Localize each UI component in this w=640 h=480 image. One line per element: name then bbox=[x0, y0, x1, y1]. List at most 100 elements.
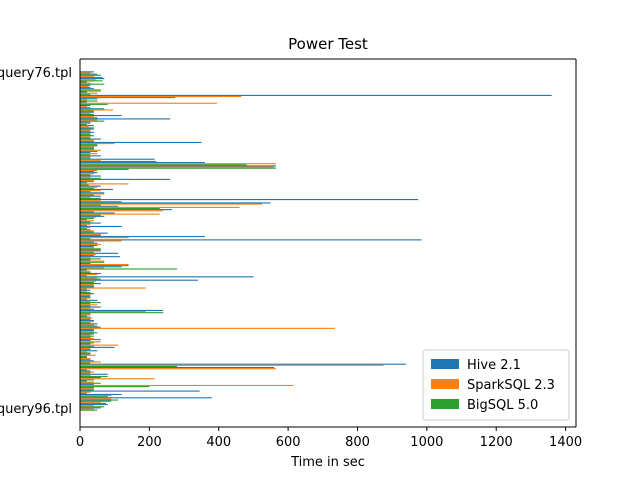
bar bbox=[80, 144, 98, 146]
bar bbox=[80, 195, 101, 197]
bar bbox=[80, 334, 91, 336]
bar bbox=[80, 90, 101, 92]
bar bbox=[80, 106, 87, 108]
bar bbox=[80, 108, 105, 110]
bar bbox=[80, 335, 94, 337]
bar bbox=[80, 380, 87, 382]
bar bbox=[80, 168, 129, 170]
bar bbox=[80, 289, 91, 291]
bar bbox=[80, 360, 94, 362]
bar bbox=[80, 302, 101, 304]
bar bbox=[80, 371, 94, 373]
bar bbox=[80, 350, 98, 352]
bar bbox=[80, 123, 87, 126]
bar bbox=[80, 356, 87, 359]
bar bbox=[80, 175, 101, 177]
bar bbox=[80, 258, 101, 260]
bar bbox=[80, 192, 105, 194]
bar bbox=[80, 244, 98, 247]
bar bbox=[80, 391, 91, 393]
bar bbox=[80, 148, 94, 150]
bar bbox=[80, 322, 91, 324]
bar bbox=[80, 297, 91, 299]
bar bbox=[80, 130, 91, 132]
bar bbox=[80, 265, 129, 267]
bar bbox=[80, 327, 335, 329]
bar bbox=[80, 330, 94, 332]
bar bbox=[80, 275, 87, 277]
x-tick-label: 200 bbox=[137, 435, 162, 450]
bar bbox=[80, 149, 101, 151]
bar bbox=[80, 132, 91, 135]
bar bbox=[80, 215, 105, 217]
bar bbox=[80, 252, 119, 254]
bar bbox=[80, 111, 94, 113]
bar bbox=[80, 100, 98, 102]
bar bbox=[80, 169, 98, 171]
bar bbox=[80, 160, 157, 163]
bar bbox=[80, 154, 91, 156]
bar bbox=[80, 293, 94, 295]
bar bbox=[80, 341, 101, 343]
bar bbox=[80, 359, 91, 361]
bar bbox=[80, 354, 96, 356]
bar bbox=[80, 375, 108, 378]
bar bbox=[80, 288, 87, 290]
bar bbox=[80, 402, 107, 404]
legend-label: SparkSQL 2.3 bbox=[467, 378, 555, 393]
bar bbox=[80, 220, 94, 222]
bar bbox=[80, 365, 178, 367]
bar bbox=[80, 150, 98, 152]
bar bbox=[80, 373, 108, 375]
bar bbox=[80, 112, 91, 114]
x-axis-label: Time in sec bbox=[290, 455, 365, 470]
bar bbox=[80, 162, 205, 164]
bar bbox=[80, 210, 164, 212]
legend-box bbox=[422, 349, 570, 421]
bar bbox=[80, 312, 164, 314]
bar bbox=[80, 139, 94, 141]
bar bbox=[80, 135, 94, 137]
bar bbox=[80, 314, 91, 316]
bar bbox=[80, 227, 91, 229]
bar bbox=[80, 267, 105, 269]
bar bbox=[80, 262, 91, 264]
bar bbox=[80, 251, 94, 253]
bar bbox=[80, 73, 98, 75]
bar bbox=[80, 405, 94, 407]
bar bbox=[80, 285, 94, 287]
bar bbox=[80, 278, 101, 280]
bar bbox=[80, 272, 101, 275]
bar bbox=[80, 339, 101, 341]
bar bbox=[80, 287, 146, 289]
bar bbox=[80, 214, 101, 216]
bar bbox=[80, 324, 94, 326]
bar bbox=[80, 269, 87, 271]
bar bbox=[80, 315, 87, 317]
bar bbox=[80, 364, 384, 366]
bar bbox=[80, 191, 91, 193]
bar bbox=[80, 159, 101, 161]
y-tick-label-first: query76.tpl bbox=[0, 66, 72, 81]
bar bbox=[80, 137, 91, 139]
bar bbox=[80, 248, 101, 250]
bar bbox=[80, 91, 87, 93]
bar bbox=[80, 266, 122, 268]
bar bbox=[80, 228, 87, 230]
bar bbox=[80, 250, 101, 252]
bar bbox=[80, 129, 91, 131]
bar bbox=[80, 97, 176, 99]
bar bbox=[80, 101, 87, 103]
bar bbox=[80, 127, 94, 129]
x-ticks: 0 200 400 600 800 1000 1200 1400 bbox=[76, 427, 582, 450]
bar bbox=[80, 134, 91, 136]
bar bbox=[80, 118, 171, 120]
bar bbox=[80, 344, 119, 346]
bar bbox=[80, 351, 87, 353]
bar bbox=[80, 145, 98, 147]
bar bbox=[80, 140, 94, 142]
bar bbox=[80, 104, 91, 107]
legend-label: BigSQL 5.0 bbox=[467, 398, 538, 413]
bar bbox=[80, 401, 101, 403]
